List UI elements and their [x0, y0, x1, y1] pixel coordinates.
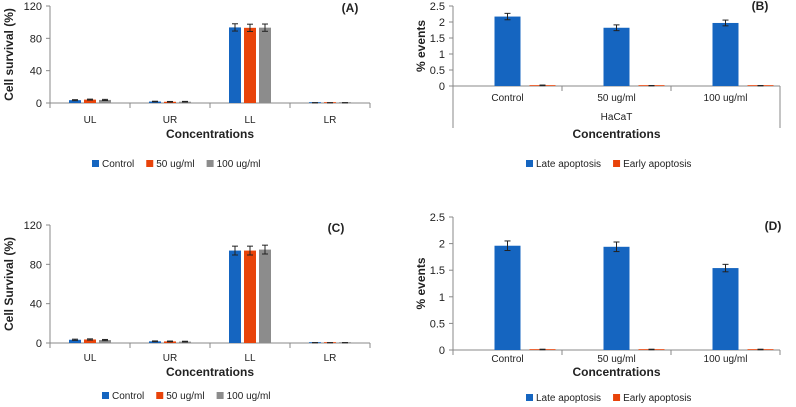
legend-entry: Control: [112, 391, 144, 402]
legend-swatch: [156, 392, 164, 399]
bar: [244, 27, 256, 104]
x-axis-label: Concentrations: [166, 365, 254, 379]
bar: [84, 339, 96, 343]
x-tick-label: 50 ug/ml: [597, 93, 635, 104]
y-tick-label: 40: [30, 299, 42, 311]
y-tick-label: 40: [30, 66, 42, 78]
x-axis-label: Concentrations: [572, 127, 660, 141]
legend-entry: Early apoptosis: [623, 159, 691, 170]
bar: [244, 250, 256, 343]
x-tick-label: LR: [324, 115, 337, 126]
bar: [494, 16, 521, 87]
bar: [229, 250, 241, 343]
legend-entry: Late apoptosis: [536, 159, 601, 170]
legend-entry: 50 ug/ml: [156, 159, 194, 170]
x-tick-label: Control: [491, 93, 523, 104]
panel-label: (A): [342, 1, 359, 15]
x-axis-label: Concentrations: [572, 365, 660, 379]
legend-swatch: [526, 160, 533, 167]
x-tick-label: LR: [324, 353, 337, 364]
x-tick-label: LL: [244, 115, 256, 126]
y-axis-label: % events: [414, 20, 428, 72]
y-axis-label: % events: [414, 257, 428, 309]
legend-swatch: [206, 160, 214, 167]
bar: [603, 27, 630, 86]
x-tick-label: UR: [163, 353, 177, 364]
y-tick-label: 80: [30, 259, 42, 271]
y-tick-label: 0.5: [430, 65, 445, 77]
y-tick-label: 2: [439, 17, 445, 29]
y-tick-label: 2: [439, 239, 445, 251]
bar: [69, 339, 81, 343]
y-tick-label: 1: [439, 49, 445, 61]
y-tick-label: 0: [36, 338, 42, 350]
x-tick-label: 100 ug/ml: [704, 93, 748, 104]
legend-entry: Late apoptosis: [536, 393, 601, 404]
y-tick-label: 120: [24, 1, 42, 13]
bar: [99, 99, 111, 103]
y-tick-label: 0.5: [430, 318, 445, 330]
y-axis-label: Cell Survival (%): [2, 237, 16, 331]
bar: [712, 22, 739, 86]
y-tick-label: 0: [439, 81, 445, 93]
legend-entry: Early apoptosis: [623, 393, 691, 404]
y-tick-label: 0: [439, 345, 445, 357]
y-axis-label: Cell survival (%): [2, 8, 16, 101]
y-tick-label: 1.5: [430, 33, 445, 45]
y-tick-label: 1.5: [430, 265, 445, 277]
panel-label: (B): [752, 0, 769, 13]
bar: [712, 268, 739, 350]
x-tick-label: UR: [163, 115, 177, 126]
y-tick-label: 1: [439, 292, 445, 304]
chart-a: 0 40 80 120 UL UR LL LR Cell survival (%) Concent…: [2, 1, 371, 170]
legend-entry: 50 ug/ml: [166, 391, 204, 402]
legend-swatch: [102, 392, 109, 399]
chart-b: 0 0.5 1 1.5 2 2.5 Control 50 ug/ml 100 ug/ml HaCa…: [414, 0, 781, 170]
group-label: HaCaT: [601, 112, 633, 123]
legend-swatch: [92, 160, 99, 167]
chart-d: 0 0.5 1 1.5 2 2.5 Control 50 ug/ml 100 ug/ml % ev…: [414, 212, 781, 404]
legend-entry: Control: [102, 159, 134, 170]
bar: [84, 99, 96, 103]
bar: [69, 100, 81, 103]
legend-swatch: [216, 392, 224, 399]
panel-label: (C): [328, 221, 345, 235]
x-tick-label: LL: [244, 353, 256, 364]
panel-label: (D): [765, 219, 782, 233]
y-tick-label: 0: [36, 98, 42, 110]
legend-swatch: [613, 160, 621, 167]
legend-swatch: [526, 394, 533, 401]
y-tick-label: 2.5: [430, 1, 445, 13]
legend-swatch: [613, 394, 621, 401]
x-tick-label: Control: [491, 354, 523, 365]
bar: [229, 27, 241, 103]
bar: [259, 249, 271, 343]
bar: [259, 27, 271, 104]
chart-c: 0 40 80 120 UL UR LL LR Cell Survival (%) Concent…: [2, 220, 371, 402]
x-tick-label: 50 ug/ml: [597, 354, 635, 365]
y-tick-label: 80: [30, 33, 42, 45]
x-tick-label: UL: [84, 353, 97, 364]
x-tick-label: 100 ug/ml: [704, 354, 748, 365]
y-tick-label: 120: [24, 220, 42, 232]
x-tick-label: UL: [84, 115, 97, 126]
bar: [603, 246, 630, 350]
bar: [494, 245, 521, 350]
legend-entry: 100 ug/ml: [217, 159, 261, 170]
legend-entry: 100 ug/ml: [227, 391, 271, 402]
x-axis-label: Concentrations: [166, 127, 254, 141]
y-tick-label: 2.5: [430, 212, 445, 224]
legend-swatch: [146, 160, 154, 167]
bar: [99, 340, 111, 343]
